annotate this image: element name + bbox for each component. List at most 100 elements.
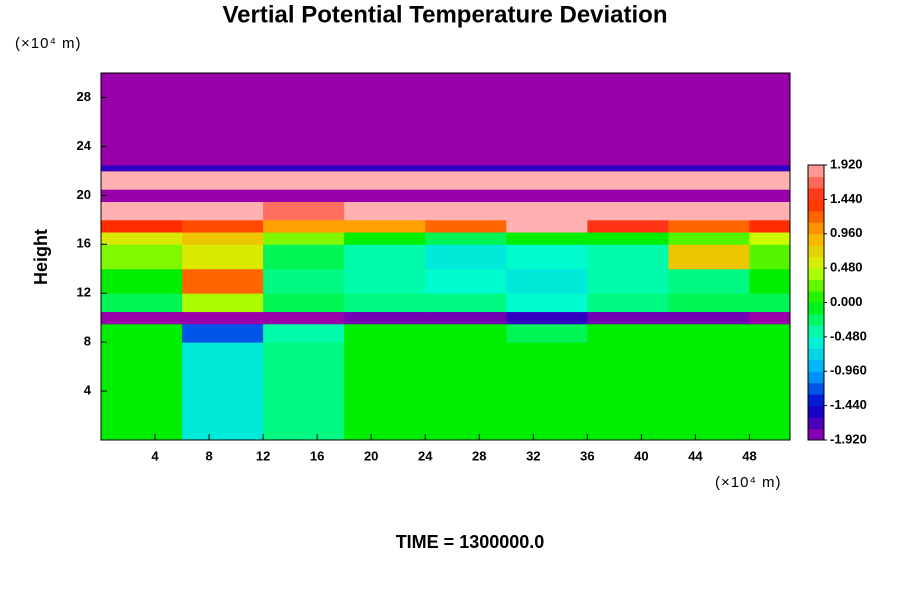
heat-cell: [263, 219, 345, 233]
heat-cell: [263, 170, 345, 190]
heat-cell: [425, 342, 507, 441]
heat-cell: [182, 170, 264, 190]
heat-cell: [587, 170, 669, 190]
heat-cell: [425, 311, 507, 325]
heat-cell: [749, 342, 791, 441]
colorbar-swatch: [808, 371, 824, 384]
heat-cell: [425, 164, 507, 172]
x-unit: (×10⁴ m): [715, 474, 782, 491]
heat-cell: [101, 268, 183, 294]
heat-cell: [668, 219, 750, 233]
x-tick-label: 12: [256, 448, 270, 463]
heat-cell: [263, 293, 345, 313]
heat-cell: [587, 201, 669, 221]
heat-cell: [263, 268, 345, 294]
heat-cell: [344, 342, 426, 441]
heat-cell: [587, 73, 669, 166]
heat-cell: [749, 164, 791, 172]
colorbar-swatch: [808, 382, 824, 395]
heat-cell: [668, 311, 750, 325]
heat-cell: [182, 232, 264, 245]
heat-cell: [101, 219, 183, 233]
heat-cell: [587, 189, 669, 202]
heat-cell: [668, 268, 750, 294]
heat-cell: [344, 219, 426, 233]
heat-cell: [668, 323, 750, 343]
x-tick-label: 4: [151, 448, 159, 463]
heat-cell: [506, 342, 588, 441]
heat-cell: [101, 164, 183, 172]
colorbar-swatch: [808, 417, 824, 430]
heat-cell: [506, 189, 588, 202]
heat-cell: [668, 189, 750, 202]
heat-cell: [344, 293, 426, 313]
heat-cell: [749, 189, 791, 202]
heat-cell: [668, 293, 750, 313]
colorbar-swatch: [808, 302, 824, 315]
heat-cell: [587, 232, 669, 245]
heat-cell: [506, 244, 588, 270]
heat-cell: [506, 323, 588, 343]
heat-cell: [182, 323, 264, 343]
heat-cell: [101, 244, 183, 270]
heat-cell: [344, 170, 426, 190]
heat-cell: [425, 189, 507, 202]
heat-cell: [749, 244, 791, 270]
heat-cell: [668, 164, 750, 172]
colorbar-label: 0.960: [830, 225, 863, 240]
heat-cell: [263, 244, 345, 270]
time-label: TIME = 1300000.0: [396, 532, 545, 552]
heat-cell: [101, 323, 183, 343]
chart-title: Vertial Potential Temperature Deviation: [222, 1, 667, 28]
heat-cell: [344, 311, 426, 325]
heat-cell: [263, 189, 345, 202]
heat-cell: [182, 189, 264, 202]
heat-cell: [425, 219, 507, 233]
heat-cell: [101, 73, 183, 166]
heat-cell: [425, 201, 507, 221]
colorbar-swatch: [808, 394, 824, 407]
x-tick-label: 28: [472, 448, 486, 463]
y-tick-label: 8: [84, 334, 91, 349]
heat-cell: [101, 232, 183, 245]
y-tick-label: 16: [77, 236, 91, 251]
heat-cell: [182, 311, 264, 325]
heat-cell: [101, 189, 183, 202]
colorbar-label: -1.440: [830, 397, 867, 412]
heat-cell: [344, 232, 426, 245]
colorbar-label: -0.480: [830, 328, 867, 343]
heat-cell: [668, 201, 750, 221]
colorbar-swatch: [808, 279, 824, 292]
colorbar-swatch: [808, 256, 824, 269]
colorbar-swatch: [808, 165, 824, 177]
heat-cell: [425, 244, 507, 270]
x-tick-label: 8: [205, 448, 212, 463]
heat-cell: [425, 73, 507, 166]
heat-cell: [182, 73, 264, 166]
heat-cell: [344, 73, 426, 166]
colorbar-label: -0.960: [830, 363, 867, 378]
heat-cell: [668, 342, 750, 441]
heat-cell: [506, 219, 588, 233]
x-tick-label: 48: [742, 448, 756, 463]
heat-cell: [587, 164, 669, 172]
heat-cell: [344, 164, 426, 172]
heat-cell: [182, 342, 264, 441]
colorbar-swatch: [808, 336, 824, 349]
heat-cell: [749, 268, 791, 294]
colorbar-swatch: [808, 222, 824, 235]
heat-cell: [749, 293, 791, 313]
heat-cell: [425, 170, 507, 190]
heat-cell: [263, 342, 345, 441]
heat-cell: [506, 311, 588, 325]
colorbar-label: 1.440: [830, 191, 863, 206]
heat-cell: [587, 323, 669, 343]
heat-cell: [668, 244, 750, 270]
heat-cell: [587, 219, 669, 233]
x-tick-label: 40: [634, 448, 648, 463]
colorbar-swatch: [808, 210, 824, 223]
colorbar-swatch: [808, 187, 824, 200]
heat-cell: [182, 164, 264, 172]
heat-cell: [263, 164, 345, 172]
